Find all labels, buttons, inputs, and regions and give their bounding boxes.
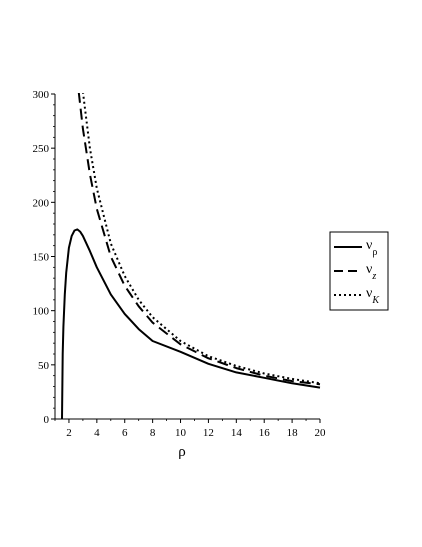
- legend-label: νz: [366, 262, 376, 282]
- x-tick-label: 2: [66, 427, 72, 439]
- legend-label: νK: [366, 286, 380, 306]
- x-tick-label: 8: [150, 427, 156, 439]
- x-tick-label: 16: [259, 427, 271, 439]
- legend-label-subscript: ρ: [372, 247, 377, 258]
- legend-label-symbol: ν: [366, 238, 372, 253]
- series-layer: [61, 93, 321, 419]
- x-tick-label: 20: [315, 427, 327, 439]
- series-line-nu-rho: [61, 228, 321, 419]
- x-tick-label: 4: [94, 427, 100, 439]
- x-tick-label: 12: [203, 427, 214, 439]
- y-tick-label: 200: [33, 197, 50, 209]
- x-tick-label: 18: [287, 427, 299, 439]
- legend-label-symbol: ν: [366, 286, 372, 301]
- legend-label-subscript: z: [371, 271, 376, 282]
- x-tick-label: 10: [175, 427, 187, 439]
- x-tick-label: 6: [122, 427, 128, 439]
- y-tick-label: 0: [44, 414, 50, 426]
- y-tick-label: 300: [33, 89, 50, 101]
- legend-label-subscript: K: [371, 295, 380, 306]
- axes: 0 50 100 150 200 250 300 2 4 6 8 10 12 14 16 18 20: [33, 89, 327, 439]
- legend-label-symbol: ν: [366, 262, 372, 277]
- legend-label: νρ: [366, 238, 377, 258]
- x-tick-label: 14: [231, 427, 243, 439]
- series-line-nu-z: [77, 93, 321, 386]
- y-tick-label: 50: [38, 360, 50, 372]
- y-tick-label: 150: [33, 252, 50, 264]
- series-line-nu-k: [82, 93, 321, 385]
- y-tick-label: 250: [33, 143, 50, 155]
- x-axis-title: ρ: [178, 444, 186, 460]
- y-tick-label: 100: [33, 306, 50, 318]
